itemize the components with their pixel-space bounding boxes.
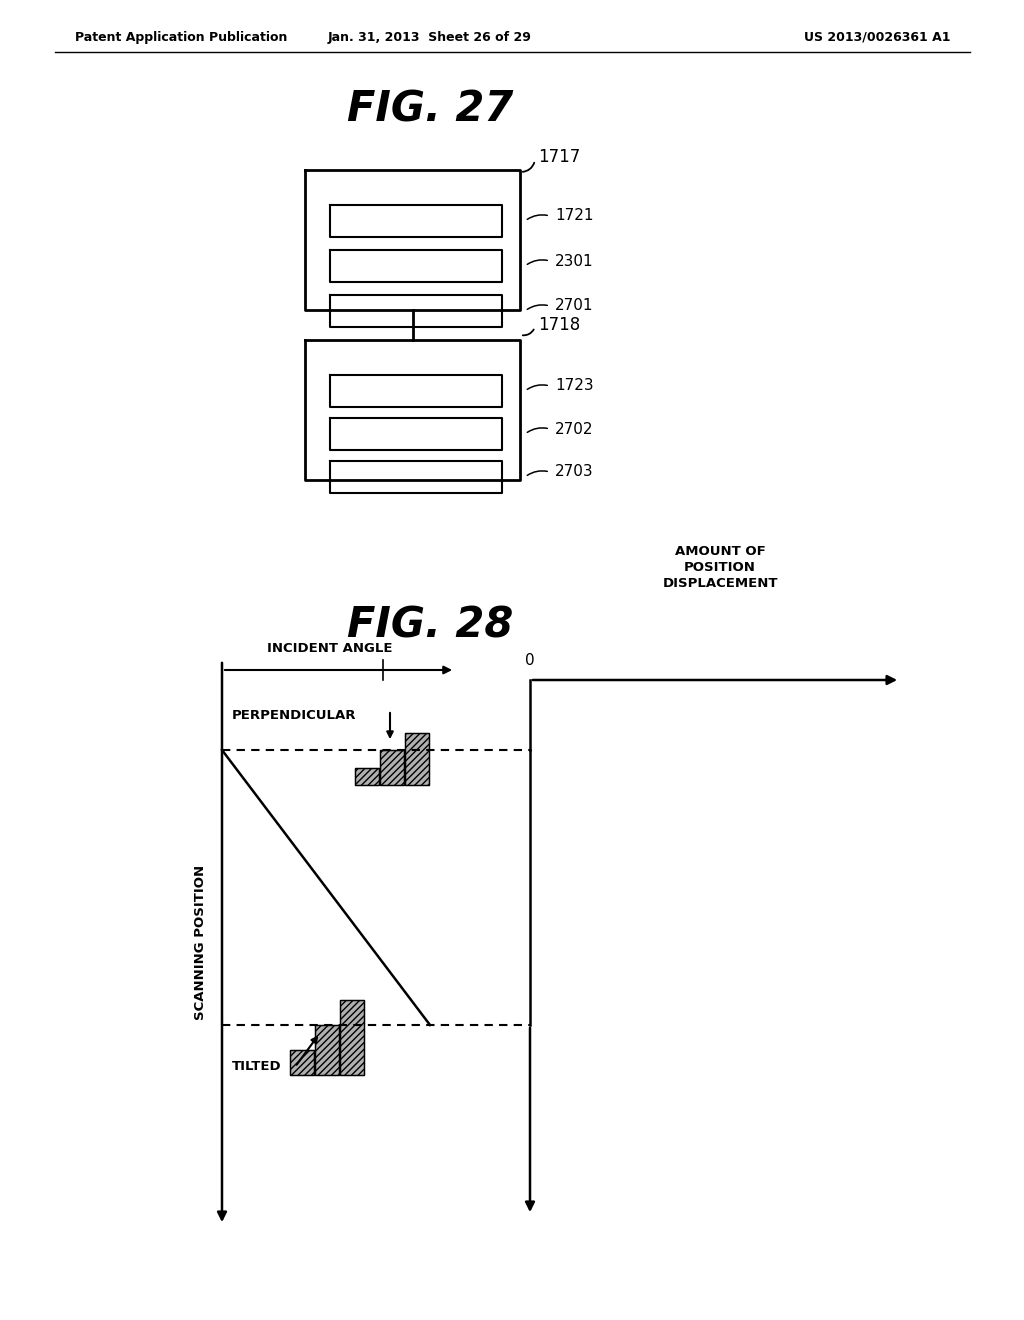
Bar [340,1001,364,1074]
Bar [380,750,404,785]
Text: INCIDENT ANGLE: INCIDENT ANGLE [267,642,393,655]
Text: FIG. 27: FIG. 27 [347,88,513,131]
Bar [315,1026,339,1074]
Bar [380,750,404,785]
Text: 2702: 2702 [555,421,594,437]
Bar [355,767,379,785]
Text: 2703: 2703 [555,465,594,479]
Text: 2301: 2301 [555,253,594,268]
Text: FIG. 28: FIG. 28 [347,605,513,645]
Text: US 2013/0026361 A1: US 2013/0026361 A1 [804,30,950,44]
Text: 1723: 1723 [555,379,594,393]
Bar [406,733,429,785]
Text: 1718: 1718 [538,315,581,334]
Text: PERPENDICULAR: PERPENDICULAR [232,709,356,722]
Bar [340,1001,364,1074]
Text: TILTED: TILTED [232,1060,282,1073]
Text: SCANNING POSITION: SCANNING POSITION [194,865,207,1020]
Text: Jan. 31, 2013  Sheet 26 of 29: Jan. 31, 2013 Sheet 26 of 29 [328,30,531,44]
Text: 1721: 1721 [555,209,594,223]
Text: Patent Application Publication: Patent Application Publication [75,30,288,44]
Bar [315,1026,339,1074]
Bar [355,767,379,785]
Text: 0: 0 [525,653,535,668]
Bar [290,1049,314,1074]
Text: AMOUNT OF
POSITION
DISPLACEMENT: AMOUNT OF POSITION DISPLACEMENT [663,545,778,590]
Text: 2701: 2701 [555,298,594,314]
Text: 1717: 1717 [538,148,581,166]
Bar [290,1049,314,1074]
Bar [406,733,429,785]
